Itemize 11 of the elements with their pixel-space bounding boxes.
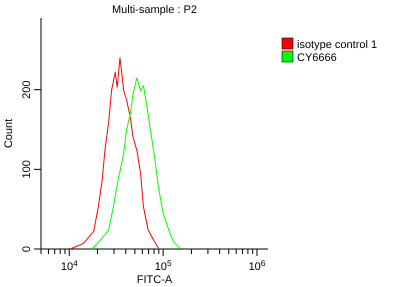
y-tick-label: 100 [21,160,33,179]
y-tick-label: 0 [21,246,33,252]
x-tick-label: 10$^{6}$ [248,258,266,273]
chart-title: Multi-sample : P2 [112,4,197,16]
x-tick-label: 10$^{4}$ [60,258,78,273]
legend-label: isotype control 1 [297,39,378,51]
legend-label: CY6666 [297,52,337,64]
x-axis-title: FITC-A [136,274,173,286]
y-axis-title: Count [3,118,15,148]
x-tick-label: 10$^{5}$ [154,258,172,273]
y-tick-label: 200 [21,80,33,99]
